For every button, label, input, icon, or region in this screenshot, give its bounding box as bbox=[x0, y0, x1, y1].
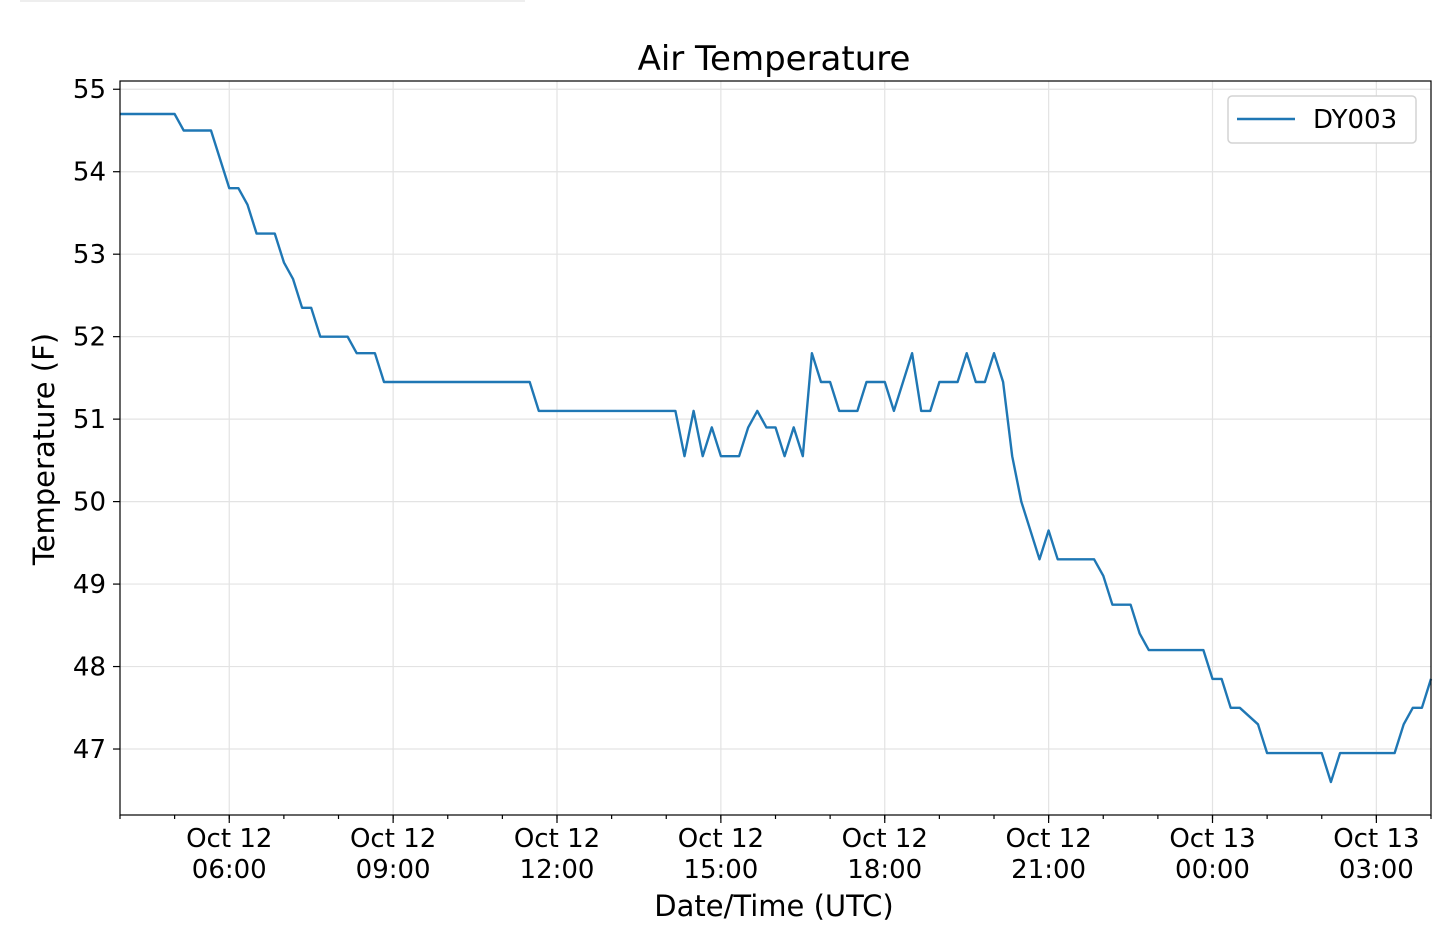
x-tick-label-date: Oct 12 bbox=[1005, 824, 1091, 854]
x-tick-label-time: 12:00 bbox=[520, 855, 595, 885]
y-tick-label: 51 bbox=[73, 405, 106, 435]
x-tick-label-time: 21:00 bbox=[1011, 855, 1086, 885]
x-tick-label-date: Oct 13 bbox=[1169, 824, 1255, 854]
legend-label-dy003: DY003 bbox=[1313, 105, 1397, 135]
legend: DY003 bbox=[1227, 95, 1417, 144]
series-line-dy003 bbox=[120, 112, 1433, 784]
x-tick-label-date: Oct 13 bbox=[1333, 824, 1419, 854]
x-tick-label-time: 09:00 bbox=[356, 855, 431, 885]
x-tick-label-date: Oct 12 bbox=[186, 824, 272, 854]
y-tick-label: 55 bbox=[73, 75, 106, 105]
x-tick-label-date: Oct 12 bbox=[350, 824, 436, 854]
grid bbox=[120, 81, 1431, 815]
x-tick-label-time: 03:00 bbox=[1339, 855, 1414, 885]
y-axis-label: Temperature (F) bbox=[27, 333, 61, 566]
x-tick-label-time: 06:00 bbox=[192, 855, 267, 885]
y-tick-label: 50 bbox=[73, 488, 106, 518]
x-axis-label: Date/Time (UTC) bbox=[654, 889, 893, 923]
x-tick-label-date: Oct 12 bbox=[514, 824, 600, 854]
legend-box bbox=[1227, 95, 1417, 144]
y-tick-label: 54 bbox=[73, 158, 106, 188]
y-tick-label: 48 bbox=[73, 653, 106, 683]
x-tick-label-date: Oct 12 bbox=[842, 824, 928, 854]
y-tick-label: 53 bbox=[73, 240, 106, 270]
y-tick-label: 49 bbox=[73, 570, 106, 600]
chart-title: Air Temperature bbox=[638, 39, 911, 79]
y-tick-label: 52 bbox=[73, 323, 106, 353]
x-tick-label-time: 18:00 bbox=[847, 855, 922, 885]
x-tick-label-date: Oct 12 bbox=[678, 824, 764, 854]
plot-frame bbox=[119, 80, 1432, 816]
y-tick-label: 47 bbox=[73, 735, 106, 765]
x-tick-label-time: 15:00 bbox=[683, 855, 758, 885]
x-tick-label-time: 00:00 bbox=[1175, 855, 1250, 885]
series-layer bbox=[120, 112, 1433, 784]
